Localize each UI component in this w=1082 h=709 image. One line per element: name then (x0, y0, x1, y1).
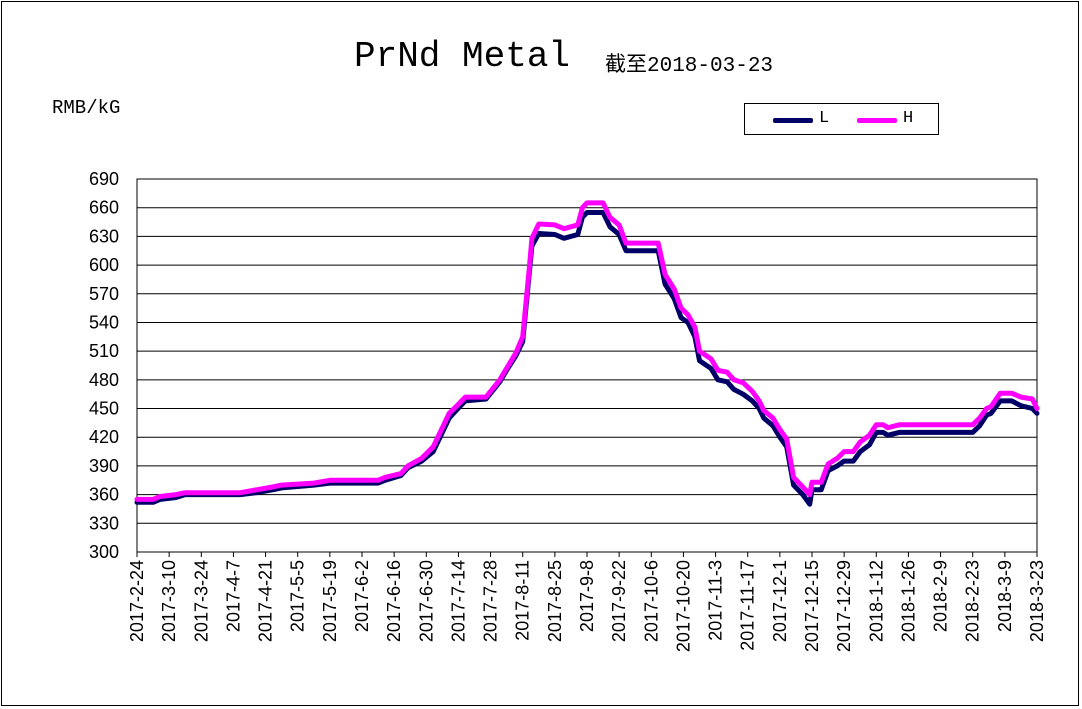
y-tick-label: 600 (89, 255, 119, 275)
x-tick-label: 2017-7-28 (481, 560, 501, 642)
x-tick-label: 2017-11-3 (706, 560, 726, 641)
y-tick-label: 690 (89, 169, 119, 189)
y-tick-label: 420 (89, 427, 119, 447)
x-tick-label: 2017-2-24 (127, 560, 147, 642)
chart-title-block: PrNd Metal 截至2018-03-23 (0, 28, 1082, 78)
x-tick-label: 2017-8-11 (513, 560, 533, 641)
x-tick-label: 2017-4-7 (223, 560, 243, 632)
x-tick-label: 2018-3-9 (995, 560, 1015, 632)
chart-subtitle: 截至2018-03-23 (605, 55, 774, 78)
x-tick-label: 2017-5-5 (288, 560, 308, 632)
y-tick-label: 570 (89, 284, 119, 304)
x-tick-label: 2017-6-16 (384, 560, 404, 642)
x-tick-label: 2017-12-15 (802, 560, 822, 652)
x-tick-label: 2017-4-21 (256, 560, 276, 642)
y-axis-unit-label: RMB/kG (52, 97, 121, 119)
x-tick-label: 2017-11-17 (738, 560, 758, 651)
x-tick-label: 2017-10-6 (641, 560, 661, 642)
y-tick-label: 330 (89, 513, 119, 533)
y-tick-label: 660 (89, 198, 119, 218)
x-tick-label: 2017-12-1 (770, 560, 790, 642)
legend: L H (744, 103, 939, 135)
x-tick-label: 2018-1-12 (866, 560, 886, 642)
x-tick-label: 2017-9-22 (609, 560, 629, 642)
y-tick-label: 450 (89, 399, 119, 419)
x-tick-label: 2017-6-30 (416, 560, 436, 642)
x-tick-label: 2018-2-9 (931, 560, 951, 632)
y-tick-label: 360 (89, 485, 119, 505)
y-tick-label: 510 (89, 341, 119, 361)
x-tick-label: 2018-1-26 (898, 560, 918, 642)
y-tick-label: 540 (89, 312, 119, 332)
legend-label-l: L (819, 109, 830, 128)
y-tick-label: 480 (89, 370, 119, 390)
x-axis: 2017-2-24 2017-3-10 2017-3-24 2017-4-7 2017-… (127, 552, 1047, 652)
x-tick-label: 2017-6-2 (352, 560, 372, 632)
x-tick-label: 2017-7-14 (448, 560, 468, 642)
series-line-h (134, 200, 1040, 502)
x-tick-label: 2017-12-29 (834, 560, 854, 652)
y-tick-label: 390 (89, 456, 119, 476)
x-tick-label: 2017-5-19 (320, 560, 340, 642)
legend-label-h: H (903, 109, 914, 128)
chart-title: PrNd Metal (354, 36, 571, 77)
x-tick-label: 2017-10-20 (673, 560, 693, 652)
legend-swatch-h (857, 118, 897, 123)
y-tick-label: 630 (89, 226, 119, 246)
y-axis: 300 330 360 390 420 450 480 510 540 570 600 630 660 6… (89, 169, 119, 562)
x-tick-label: 2018-3-23 (1027, 560, 1047, 642)
x-tick-label: 2017-3-10 (159, 560, 179, 642)
legend-swatch-l (773, 118, 813, 123)
plot-area (136, 178, 1038, 553)
x-tick-label: 2017-8-25 (545, 560, 565, 642)
y-tick-label: 300 (89, 542, 119, 562)
x-tick-label: 2017-3-24 (191, 560, 211, 642)
x-tick-label: 2018-2-23 (963, 560, 983, 642)
series-lines (134, 200, 1040, 507)
x-tick-label: 2017-9-8 (577, 560, 597, 632)
